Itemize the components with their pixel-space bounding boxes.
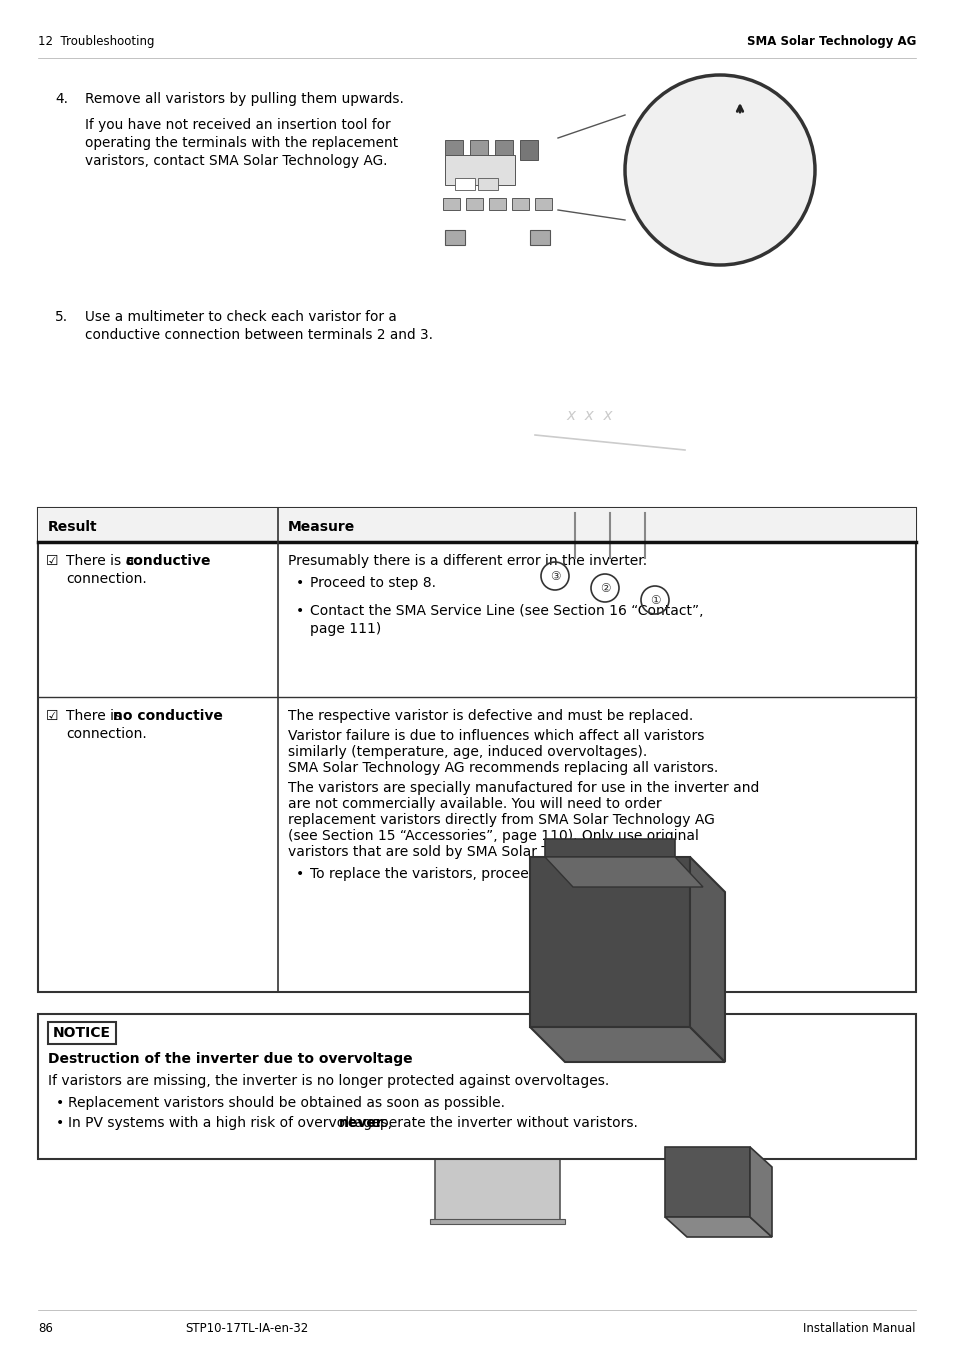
Text: conductive connection between terminals 2 and 3.: conductive connection between terminals …	[85, 329, 433, 342]
Text: SMA Solar Technology AG: SMA Solar Technology AG	[746, 35, 915, 49]
Text: Use a multimeter to check each varistor for a: Use a multimeter to check each varistor …	[85, 310, 396, 324]
Polygon shape	[530, 1028, 724, 1063]
Text: Destruction of the inverter due to overvoltage: Destruction of the inverter due to overv…	[48, 1052, 413, 1065]
Text: never: never	[339, 1115, 383, 1130]
Text: ☑: ☑	[46, 708, 58, 723]
Text: •: •	[295, 576, 304, 589]
Polygon shape	[664, 1217, 771, 1237]
Bar	[442, 197, 459, 210]
Text: ③: ③	[549, 569, 559, 583]
Bar	[489, 197, 505, 210]
Bar	[48, 1022, 116, 1044]
Text: 5.: 5.	[55, 310, 68, 324]
Bar	[519, 141, 537, 160]
Polygon shape	[749, 1146, 771, 1237]
Text: Remove all varistors by pulling them upwards.: Remove all varistors by pulling them upw…	[85, 92, 403, 105]
Text: are not commercially available. You will need to order: are not commercially available. You will…	[288, 796, 661, 811]
Bar	[495, 141, 513, 160]
Text: conductive: conductive	[125, 554, 211, 568]
Text: •: •	[56, 1115, 64, 1130]
Bar	[38, 508, 915, 542]
Text: There is a: There is a	[66, 554, 138, 568]
Bar	[455, 178, 475, 191]
Polygon shape	[689, 857, 724, 1063]
Text: replacement varistors directly from SMA Solar Technology AG: replacement varistors directly from SMA …	[288, 813, 714, 827]
Text: In PV systems with a high risk of overvoltages,: In PV systems with a high risk of overvo…	[68, 1115, 396, 1130]
Bar	[38, 1014, 915, 1159]
Bar	[470, 141, 488, 160]
Text: To replace the varistors, proceed to step 6.: To replace the varistors, proceed to ste…	[310, 867, 607, 882]
Text: 86: 86	[38, 1321, 52, 1334]
Text: Presumably there is a different error in the inverter.: Presumably there is a different error in…	[288, 554, 646, 568]
Polygon shape	[664, 1146, 749, 1217]
Polygon shape	[544, 857, 702, 887]
Text: operating the terminals with the replacement: operating the terminals with the replace…	[85, 137, 397, 150]
Bar	[465, 197, 482, 210]
Text: If varistors are missing, the inverter is no longer protected against overvoltag: If varistors are missing, the inverter i…	[48, 1073, 609, 1088]
Bar	[444, 141, 462, 160]
Text: The varistors are specially manufactured for use in the inverter and: The varistors are specially manufactured…	[288, 781, 759, 795]
Bar	[444, 230, 464, 245]
Text: x  x  x: x x x	[566, 407, 613, 422]
Text: Replacement varistors should be obtained as soon as possible.: Replacement varistors should be obtained…	[68, 1096, 504, 1110]
Text: NOTICE: NOTICE	[53, 1026, 111, 1040]
Polygon shape	[430, 1220, 564, 1224]
Text: ☑: ☑	[46, 554, 58, 568]
Polygon shape	[530, 857, 689, 1028]
Text: •: •	[295, 604, 304, 618]
Text: (see Section 15 “Accessories”, page 110). Only use original: (see Section 15 “Accessories”, page 110)…	[288, 829, 699, 844]
Text: SMA Solar Technology AG recommends replacing all varistors.: SMA Solar Technology AG recommends repla…	[288, 761, 718, 775]
Text: The respective varistor is defective and must be replaced.: The respective varistor is defective and…	[288, 708, 693, 723]
Text: connection.: connection.	[66, 572, 147, 585]
Text: Contact the SMA Service Line (see Section 16 “Contact”,: Contact the SMA Service Line (see Sectio…	[310, 604, 702, 618]
Text: Measure: Measure	[288, 521, 355, 534]
Text: Varistor failure is due to influences which affect all varistors: Varistor failure is due to influences wh…	[288, 729, 703, 744]
Text: varistors, contact SMA Solar Technology AG.: varistors, contact SMA Solar Technology …	[85, 154, 387, 168]
Bar	[477, 178, 497, 191]
Text: operate the inverter without varistors.: operate the inverter without varistors.	[367, 1115, 638, 1130]
Text: •: •	[295, 867, 304, 882]
Text: Result: Result	[48, 521, 97, 534]
Polygon shape	[435, 1122, 559, 1222]
Text: no conductive: no conductive	[112, 708, 223, 723]
Text: There is: There is	[66, 708, 126, 723]
Bar	[535, 197, 552, 210]
Text: varistors that are sold by SMA Solar Technology AG.: varistors that are sold by SMA Solar Tec…	[288, 845, 647, 859]
Text: page 111): page 111)	[310, 622, 381, 635]
Text: similarly (temperature, age, induced overvoltages).: similarly (temperature, age, induced ove…	[288, 745, 646, 758]
Text: STP10-17TL-IA-en-32: STP10-17TL-IA-en-32	[185, 1321, 308, 1334]
Text: Installation Manual: Installation Manual	[802, 1321, 915, 1334]
Text: •: •	[56, 1096, 64, 1110]
Text: If you have not received an insertion tool for: If you have not received an insertion to…	[85, 118, 390, 132]
Text: ②: ②	[599, 581, 610, 595]
Bar	[512, 197, 529, 210]
Polygon shape	[544, 840, 675, 857]
Text: connection.: connection.	[66, 727, 147, 741]
Text: 4.: 4.	[55, 92, 68, 105]
Circle shape	[624, 74, 814, 265]
Text: Proceed to step 8.: Proceed to step 8.	[310, 576, 436, 589]
Text: ①: ①	[649, 594, 659, 607]
Bar	[444, 155, 515, 185]
Text: 12  Troubleshooting: 12 Troubleshooting	[38, 35, 154, 49]
Bar	[38, 508, 915, 992]
Bar	[530, 230, 550, 245]
